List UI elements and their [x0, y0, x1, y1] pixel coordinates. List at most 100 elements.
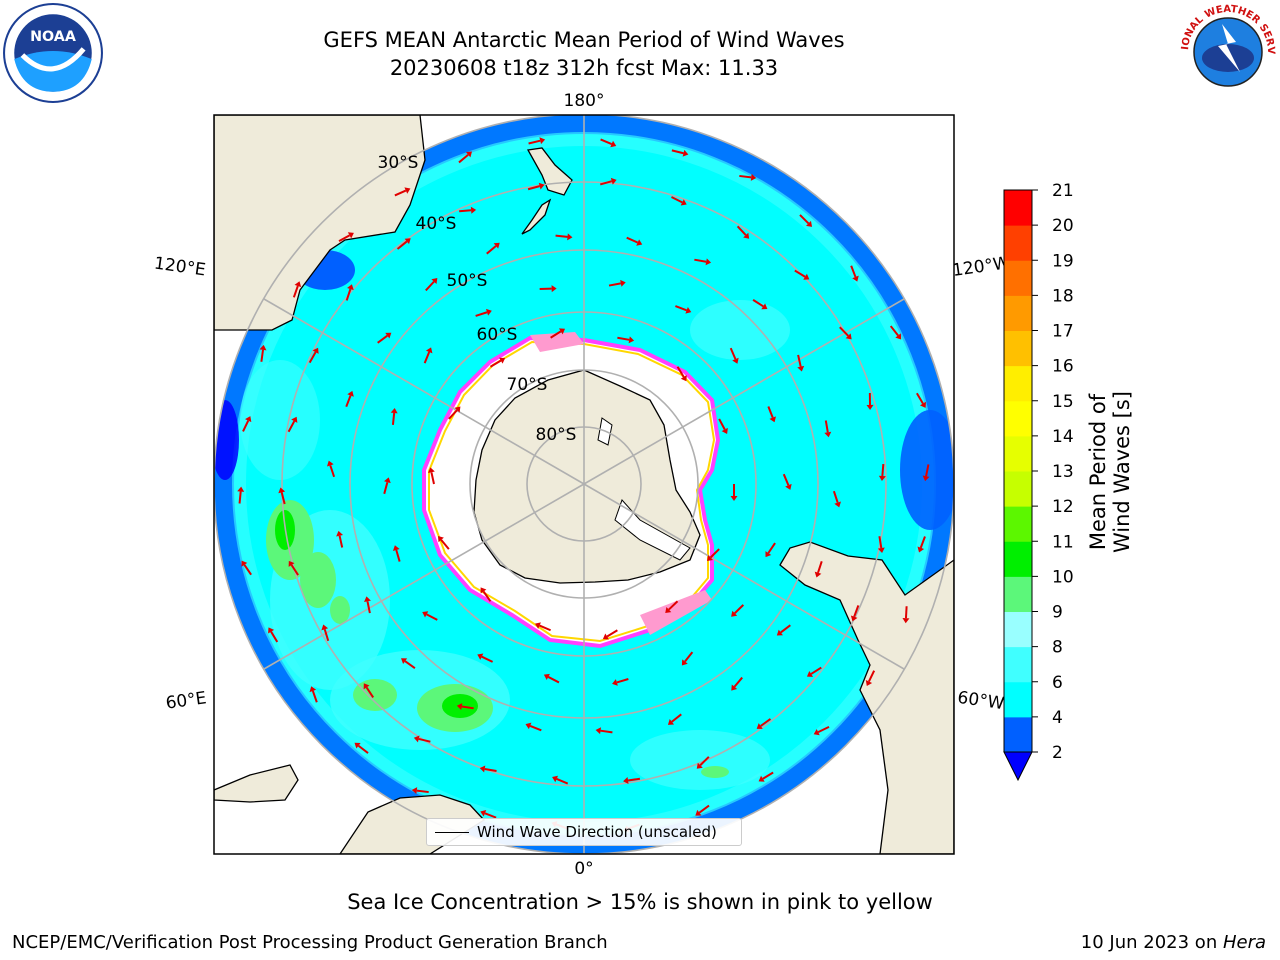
madagascar	[214, 764, 299, 803]
title-line-1: GEFS MEAN Antarctic Mean Period of Wind …	[323, 28, 845, 52]
colorbar-tick-label: 8	[1052, 638, 1063, 658]
wave-arrow-shaft	[528, 139, 541, 145]
wave-arrow-head	[422, 611, 429, 618]
wave-arrow-head	[431, 277, 438, 284]
wave-arrow-head	[364, 596, 371, 602]
wave-arrow-shaft	[733, 676, 743, 688]
lat-label-30s: 30°S	[378, 153, 419, 173]
wave-arrow-shaft	[718, 418, 726, 430]
colorbar-swatch	[1004, 435, 1032, 472]
wave-arrow-shaft	[396, 240, 408, 250]
wave-arrow-shaft	[290, 564, 299, 576]
wave-arrow-shaft	[729, 347, 737, 360]
wave-arrow-head	[758, 775, 765, 782]
australia	[214, 115, 426, 331]
wave-arrow-head	[895, 333, 902, 340]
lon-label-120w: 120°W	[951, 253, 1011, 281]
wave-arrow-shaft	[308, 351, 317, 364]
wave-arrow-head	[750, 173, 757, 181]
wave-arrow-head	[428, 467, 435, 474]
wave-arrow-shaft	[383, 481, 389, 495]
wave-arrow-head	[902, 618, 910, 624]
wave-arrow-shaft	[426, 613, 438, 621]
wave-arrow-head	[485, 308, 492, 316]
wave-arrow-shaft	[736, 225, 747, 236]
wave-arrow-shaft	[767, 406, 774, 419]
wave-arrow-shaft	[391, 412, 396, 426]
wave-arrow-shaft	[760, 718, 772, 727]
wave-arrow-head	[685, 307, 692, 314]
wave-arrow-shaft	[919, 536, 926, 549]
wave-arrow-head	[803, 273, 810, 280]
wave-arrow-head	[623, 777, 629, 784]
colorbar-swatch	[1004, 506, 1032, 542]
wave-arrow-shaft	[616, 678, 629, 684]
wave-arrow-shaft	[676, 366, 685, 378]
wave-arrow-head	[806, 670, 814, 677]
colorbar-tick-label: 14	[1052, 427, 1074, 447]
wave-arrow-shaft	[287, 420, 296, 433]
wave-arrow-shaft	[394, 189, 407, 197]
colorbar-swatch	[1004, 541, 1032, 577]
colorbar-extend-arrow	[1003, 751, 1033, 782]
wave-arrow-head	[806, 220, 813, 227]
colorbar-swatch	[1004, 681, 1032, 718]
colorbar-tick-label: 20	[1052, 216, 1074, 236]
wave-arrow-shaft	[824, 420, 829, 433]
colorbar-swatch	[1004, 190, 1032, 226]
wave-arrow-head	[401, 658, 408, 665]
wave-arrow-head	[347, 232, 354, 239]
wave-arrow-shaft	[734, 604, 745, 614]
wave-arrow-shaft	[280, 492, 286, 505]
wave-arrow-head	[636, 239, 643, 246]
wave-arrow-head	[385, 332, 392, 339]
wave-arrow-head	[245, 416, 252, 423]
wave-arrow-shaft	[430, 472, 435, 485]
wave-arrow-shaft	[242, 420, 250, 432]
wave-arrow-head	[552, 775, 559, 783]
wave-arrow-head	[814, 571, 822, 578]
wave-arrow-shaft	[423, 351, 431, 364]
wave-arrow-head	[732, 357, 739, 364]
colorbar-swatch	[1004, 330, 1032, 367]
colorbar-swatch	[1004, 295, 1032, 331]
wave-arrow-head	[567, 233, 573, 241]
wave-arrow-shaft	[481, 655, 494, 663]
wave-arrow-head	[695, 809, 702, 816]
wave-arrow-head	[730, 496, 738, 501]
colorbar-swatch	[1004, 225, 1032, 261]
wave-arrow-shaft	[329, 465, 336, 478]
wave-arrow-shaft	[365, 686, 375, 699]
wave-arrow-head	[865, 679, 873, 686]
wave-arrow-head	[919, 401, 926, 408]
footer-left: NCEP/EMC/Verification Post Processing Pr…	[12, 932, 608, 953]
colorbar-swatch	[1004, 365, 1032, 402]
wave-arrow-head	[756, 723, 763, 729]
colorbar-tick-label: 6	[1052, 673, 1063, 693]
wave-arrow-shaft	[550, 330, 562, 339]
wave-arrow-head	[499, 357, 506, 364]
wave-arrow-head	[682, 149, 689, 157]
wave-arrow-shaft	[270, 631, 279, 643]
wave-arrow-shaft	[878, 536, 883, 549]
wave-arrow-head	[797, 365, 805, 372]
wave-arrow-head	[425, 347, 433, 354]
wave-arrow-shaft	[608, 282, 622, 287]
wave-arrow-shaft	[794, 269, 806, 278]
wave-arrow-head	[390, 407, 398, 414]
colorbar-tick-label: 21	[1052, 181, 1074, 201]
wave-arrow-shaft	[600, 138, 613, 145]
wave-arrow-shaft	[529, 724, 542, 732]
lon-label-60w: 60°W	[956, 688, 1005, 714]
colorbar-swatch	[1004, 400, 1032, 437]
wave-arrow-shaft	[311, 690, 318, 703]
colorbar-tick-label: 4	[1052, 708, 1063, 728]
wave-arrow-head	[612, 679, 618, 686]
wave-arrow-shaft	[338, 535, 344, 548]
wave-arrow-head	[392, 545, 400, 551]
wave-arrow-shaft	[292, 285, 299, 298]
wave-arrow-head	[404, 238, 411, 245]
wave-arrow-shaft	[762, 771, 774, 780]
wave-arrow-head	[706, 554, 714, 561]
wave-arrow-head	[731, 610, 738, 617]
